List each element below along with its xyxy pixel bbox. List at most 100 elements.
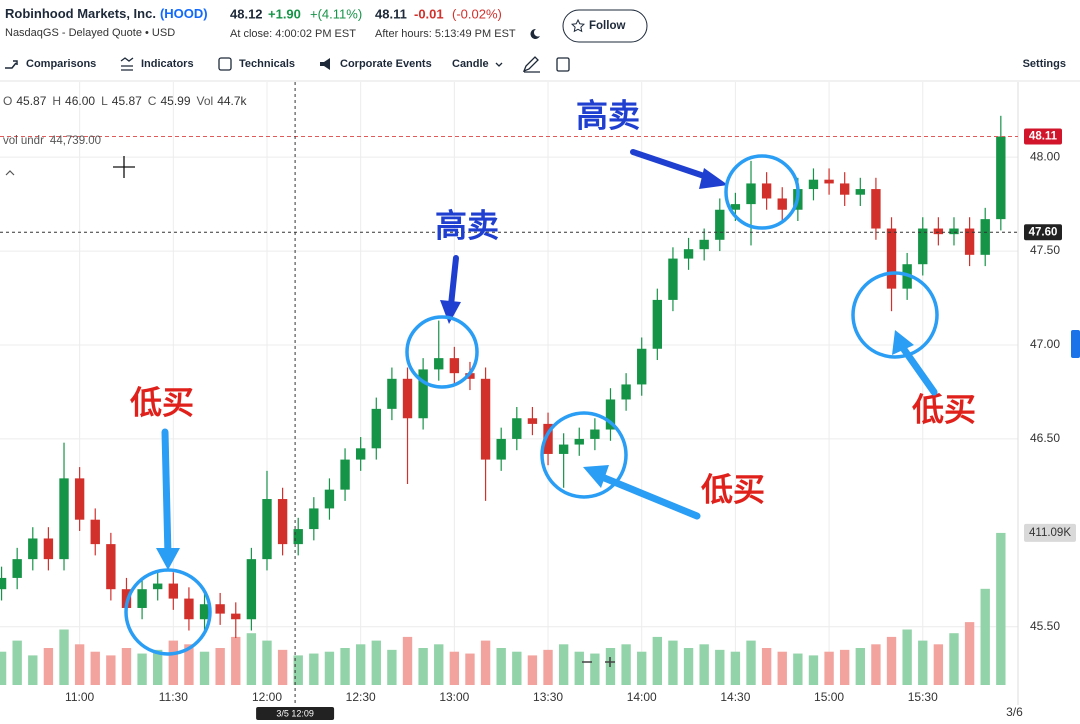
- candle-body: [652, 299, 663, 349]
- candle-body: [715, 209, 725, 240]
- zoom-controls[interactable]: [582, 657, 615, 667]
- volume-bar: [668, 640, 678, 685]
- volume-bar: [28, 655, 38, 685]
- volume-bar: [262, 640, 272, 685]
- arrow-head: [156, 548, 180, 570]
- cursor: [113, 156, 135, 178]
- moon-icon: [530, 28, 540, 39]
- follow-button[interactable]: Follow: [562, 9, 648, 43]
- layout-icon[interactable]: [556, 57, 570, 72]
- volume-bar: [74, 644, 85, 685]
- candle-body: [980, 219, 990, 255]
- volume-bar: [59, 629, 69, 685]
- candle-body: [28, 538, 38, 560]
- collapse-chevron[interactable]: [5, 170, 15, 176]
- x-tick-label: 15:30: [908, 690, 938, 704]
- events-icon: [320, 58, 330, 70]
- toolbar-item[interactable]: Candle: [452, 58, 489, 70]
- candle-body: [277, 499, 288, 545]
- ohlc-info: O 45.87 H 46.00 L 45.87 C 45.99 Vol 44.7k: [3, 94, 248, 108]
- candle-body: [527, 418, 538, 424]
- arrow-head: [699, 168, 728, 189]
- candle-body: [231, 613, 241, 620]
- candle-body: [340, 459, 350, 490]
- candle-body: [12, 559, 22, 578]
- vol-indicator: vol undr 44,739.00: [3, 135, 101, 147]
- volume-bar: [808, 655, 819, 685]
- y-tick-label: 45.50: [1030, 619, 1060, 633]
- change-pct: +(4.11%): [310, 6, 362, 21]
- y-tick-label: 47.50: [1030, 243, 1060, 257]
- x-tick-label: 11:00: [65, 690, 94, 704]
- arrow: [448, 255, 459, 308]
- exchange: NasdaqGS - Delayed Quote • USD: [5, 27, 175, 39]
- draw-icon[interactable]: [522, 56, 540, 73]
- info-key: L: [101, 94, 108, 108]
- volume-bar: [137, 653, 147, 685]
- follow-label[interactable]: Follow: [589, 20, 625, 32]
- technicals-icon: [218, 57, 232, 71]
- crosshair-price-tag: [1024, 224, 1062, 241]
- volume-bar: [387, 649, 397, 685]
- volume-bar: [309, 653, 319, 685]
- star-icon[interactable]: [570, 18, 586, 33]
- candle-body: [90, 519, 100, 545]
- candle-chevron: [495, 62, 503, 67]
- toolbar-item[interactable]: Comparisons: [26, 58, 96, 70]
- volume-bar: [793, 653, 803, 685]
- follow-frame[interactable]: [562, 9, 648, 43]
- toolbar-item[interactable]: Technicals: [239, 58, 295, 70]
- candle-body: [371, 408, 381, 449]
- ah-change: -0.01: [414, 6, 444, 21]
- volume-bar: [199, 651, 210, 685]
- volume-bar: [293, 655, 303, 685]
- volume-bar: [480, 640, 491, 685]
- indicators-icon: [120, 57, 134, 71]
- y-tick-label: 47.00: [1030, 337, 1060, 351]
- arrow-head: [583, 465, 609, 488]
- volume-bar: [777, 651, 787, 685]
- toolbar-item[interactable]: Corporate Events: [340, 58, 432, 70]
- annotation: 高卖: [435, 207, 499, 243]
- price: 48.12: [230, 6, 263, 21]
- info-key: C: [148, 94, 157, 108]
- volume-bar: [449, 651, 460, 685]
- toolbar-item[interactable]: Indicators: [141, 58, 194, 70]
- arrow: [630, 149, 713, 181]
- volume-bar: [43, 648, 54, 685]
- volume-bar: [855, 648, 865, 685]
- volume-bar: [621, 644, 631, 685]
- volume-bar: [121, 648, 132, 685]
- candle-body: [918, 228, 928, 265]
- crosshair-time-label: 3/5 12:09: [276, 708, 314, 718]
- settings[interactable]: Settings: [1023, 58, 1066, 70]
- x-tick-label: 12:00: [252, 690, 282, 704]
- candle-body: [558, 444, 569, 454]
- candle-body: [964, 228, 975, 255]
- volume-bar: [652, 636, 663, 685]
- volume-bar: [699, 644, 709, 685]
- arrow: [598, 473, 701, 520]
- volume-bar: [277, 649, 288, 685]
- vol-indicator-value: 44,739.00: [50, 135, 101, 147]
- volume-bar: [465, 653, 475, 685]
- candle-body: [106, 544, 116, 590]
- candle-body: [168, 583, 178, 599]
- candle-body: [840, 183, 850, 195]
- volume-bar: [215, 648, 225, 685]
- info-item: H 46.00: [52, 94, 95, 108]
- side-tab[interactable]: [1071, 330, 1080, 358]
- volume-bar: [886, 636, 897, 685]
- volume-bar: [543, 649, 553, 685]
- candle-body: [871, 189, 881, 229]
- volume-bar: [824, 651, 834, 685]
- volume-bar: [918, 640, 928, 685]
- candle-body: [949, 228, 959, 235]
- volume-bar: [153, 649, 163, 685]
- candle-body: [637, 348, 647, 385]
- volume-bar: [949, 633, 959, 685]
- annotation: 低买: [912, 391, 976, 427]
- info-value: 46.00: [65, 94, 95, 108]
- info-value: 44.7k: [217, 94, 247, 108]
- candle-body: [293, 529, 303, 545]
